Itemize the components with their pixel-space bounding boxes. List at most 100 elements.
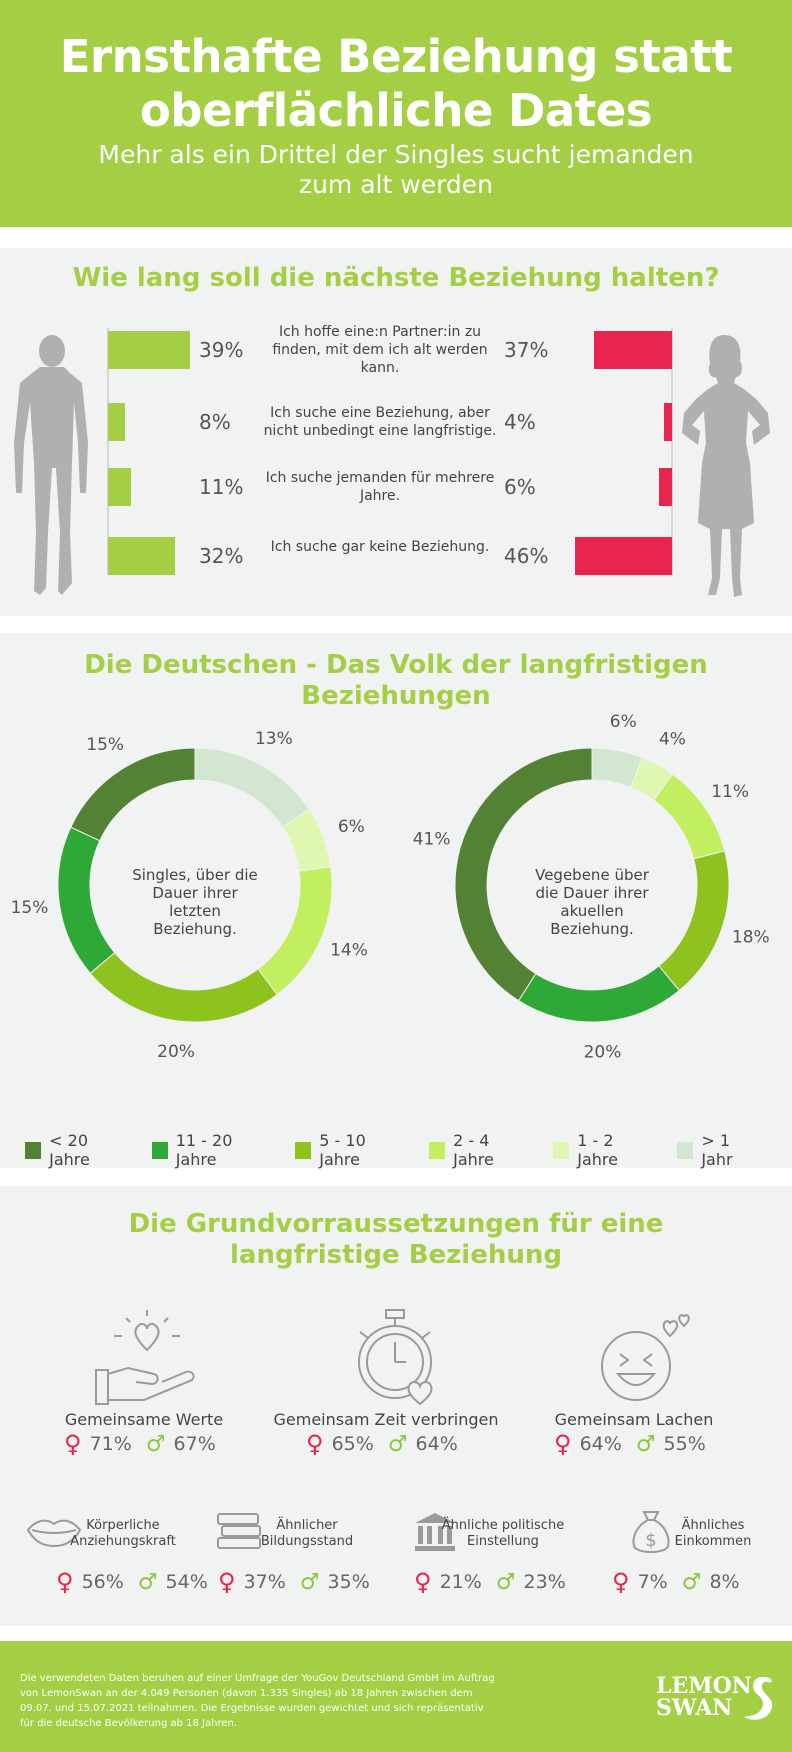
female-value: 56% bbox=[81, 1571, 124, 1593]
male-percentage: 39% bbox=[199, 338, 244, 362]
female-bar bbox=[663, 403, 672, 441]
donut1-slice bbox=[194, 747, 310, 828]
donut2-label: 4% bbox=[659, 730, 686, 750]
donut1-label: 15% bbox=[11, 898, 49, 918]
male-axis-line bbox=[107, 328, 109, 575]
donut2-slice bbox=[517, 965, 681, 1023]
donut1-slice bbox=[57, 826, 116, 974]
female-symbol-icon: ♀ bbox=[218, 1568, 236, 1596]
logo-line-2: SWAN bbox=[656, 1695, 733, 1721]
donut1-slice bbox=[257, 866, 333, 996]
donut2-slice bbox=[454, 747, 593, 1002]
legend-label: 1 - 2 Jahre bbox=[577, 1131, 618, 1169]
money-bag-icon: $ bbox=[632, 1511, 670, 1553]
legend-item: 5 - 10 Jahre bbox=[295, 1131, 407, 1169]
page-subtitle: Mehr als ein Drittel der Singles sucht j… bbox=[0, 140, 792, 200]
label-line2: Bildungsstand bbox=[260, 1534, 354, 1549]
legend-swatch bbox=[428, 1141, 446, 1159]
donut2-label: 11% bbox=[711, 782, 749, 802]
legend-label: < 20 Jahre bbox=[49, 1131, 90, 1169]
section-german-relationships bbox=[0, 633, 792, 1168]
lemonswan-logo: LEMON SWAN bbox=[636, 1671, 786, 1741]
question-text: Ich suche jemanden für mehrere Jahre. bbox=[265, 470, 495, 504]
male-value: 55% bbox=[663, 1433, 706, 1455]
male-value: 54% bbox=[165, 1571, 208, 1593]
hand-heart-icon bbox=[95, 1310, 195, 1405]
small-prerequisite-label: Ähnliches Einkommen bbox=[648, 1518, 778, 1550]
small-prerequisite-label: Ähnliche politische Einstellung bbox=[438, 1518, 568, 1550]
male-value: 8% bbox=[709, 1571, 740, 1593]
male-percentage: 8% bbox=[199, 410, 231, 434]
male-symbol-icon: ♂ bbox=[495, 1569, 516, 1595]
title-line-1: Ernsthafte Beziehung statt bbox=[59, 30, 733, 83]
donut2-center-text: Vegebene über die Dauer ihrer akuellen B… bbox=[535, 866, 649, 938]
female-percentage: 6% bbox=[504, 475, 536, 499]
legend-label: 5 - 10 Jahre bbox=[319, 1131, 366, 1169]
small-prerequisite-label: Ähnlicher Bildungsstand bbox=[242, 1518, 372, 1550]
prerequisite-label: Gemeinsame Werte bbox=[64, 1410, 224, 1429]
female-value: 21% bbox=[439, 1571, 482, 1593]
label-line1: Ähnliches bbox=[681, 1518, 745, 1533]
male-symbol-icon: ♂ bbox=[635, 1431, 656, 1457]
prerequisite-label: Gemeinsam Lachen bbox=[554, 1410, 714, 1429]
question-text: Ich hoffe eine:n Partner:in zu finden, m… bbox=[272, 324, 488, 376]
small-prerequisite-stats: ♀ 56% ♂ 54% bbox=[56, 1568, 208, 1596]
legend-swatch bbox=[25, 1141, 42, 1159]
male-value: 35% bbox=[327, 1571, 370, 1593]
prerequisite-stats: ♀ 71% ♂ 67% bbox=[64, 1430, 216, 1458]
female-symbol-icon: ♀ bbox=[554, 1430, 572, 1458]
legend-swatch bbox=[553, 1141, 570, 1159]
female-symbol-icon: ♀ bbox=[56, 1568, 74, 1596]
lips-icon bbox=[26, 1519, 82, 1548]
female-axis-line bbox=[671, 328, 673, 575]
female-value: 7% bbox=[637, 1571, 668, 1593]
female-bar bbox=[575, 537, 672, 575]
donut2-label: 20% bbox=[584, 1043, 622, 1063]
donut1-slice bbox=[89, 951, 278, 1023]
section2-title: Die Deutschen - Das Volk der langfristig… bbox=[84, 650, 708, 711]
prerequisite-stats: ♀ 65% ♂ 64% bbox=[306, 1430, 458, 1458]
small-prerequisite-stats: ♀ 37% ♂ 35% bbox=[218, 1568, 370, 1596]
legend-item: > 1 Jahr bbox=[677, 1131, 763, 1169]
woman-silhouette-icon bbox=[682, 335, 770, 597]
stopwatch-heart-icon bbox=[358, 1309, 433, 1406]
svg-text:$: $ bbox=[645, 1530, 656, 1551]
section3-title-line2: langfristige Beziehung bbox=[229, 1240, 562, 1270]
donut-charts: 13% 6% 14% 20% 15% 15% 6% 4% 11% 18% 20% 41% bbox=[11, 712, 770, 1063]
male-bar bbox=[108, 537, 176, 575]
male-symbol-icon: ♂ bbox=[145, 1431, 166, 1457]
section1-title: Wie lang soll die nächste Beziehung halt… bbox=[72, 263, 720, 293]
title-line-2: oberflächliche Dates bbox=[139, 84, 653, 137]
small-prerequisite-stats: ♀ 7% ♂ 8% bbox=[612, 1568, 740, 1596]
man-silhouette-icon bbox=[14, 335, 88, 595]
donut1-label: 14% bbox=[330, 941, 368, 961]
page-title: Ernsthafte Beziehung statt oberflächlich… bbox=[0, 30, 792, 138]
logo-line-1: LEMON bbox=[656, 1673, 752, 1699]
female-symbol-icon: ♀ bbox=[414, 1568, 432, 1596]
female-percentage: 46% bbox=[504, 544, 549, 568]
female-value: 37% bbox=[243, 1571, 286, 1593]
male-symbol-icon: ♂ bbox=[299, 1569, 320, 1595]
male-bar bbox=[108, 331, 190, 369]
label-line1: Ähnlicher bbox=[276, 1518, 338, 1533]
female-symbol-icon: ♀ bbox=[306, 1430, 324, 1458]
small-prerequisite-label: Körperliche Anziehungskraft bbox=[58, 1518, 188, 1550]
legend-item: 2 - 4 Jahre bbox=[428, 1131, 531, 1169]
female-symbol-icon: ♀ bbox=[64, 1430, 82, 1458]
swan-icon bbox=[744, 1677, 773, 1720]
small-prerequisite-stats: ♀ 21% ♂ 23% bbox=[414, 1568, 566, 1596]
question-text: Ich suche gar keine Beziehung. bbox=[270, 539, 490, 555]
female-percentage: 37% bbox=[504, 338, 549, 362]
label-line2: Einstellung bbox=[467, 1534, 539, 1549]
male-value: 23% bbox=[523, 1571, 566, 1593]
male-bar bbox=[108, 468, 132, 506]
prerequisite-label: Gemeinsam Zeit verbringen bbox=[273, 1410, 499, 1429]
donut1-label: 15% bbox=[86, 735, 124, 755]
male-percentage: 32% bbox=[199, 544, 244, 568]
legend-label: 2 - 4 Jahre bbox=[453, 1131, 494, 1169]
donut2-label: 6% bbox=[610, 712, 637, 732]
legend-label: > 1 Jahr bbox=[701, 1131, 733, 1169]
female-value: 64% bbox=[579, 1433, 622, 1455]
male-symbol-icon: ♂ bbox=[387, 1431, 408, 1457]
male-symbol-icon: ♂ bbox=[681, 1569, 702, 1595]
